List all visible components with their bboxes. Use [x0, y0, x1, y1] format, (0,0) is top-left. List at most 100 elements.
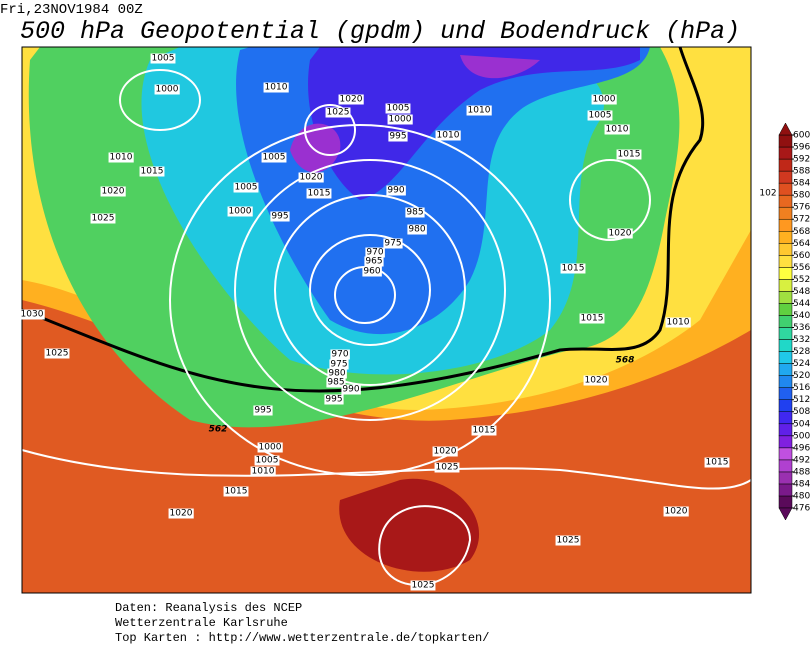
- colorbar-tick-label: 556: [793, 263, 810, 273]
- label-box: [90, 213, 116, 224]
- colorbar-tick-label: 492: [793, 455, 810, 465]
- contour-label: 1005: [256, 456, 279, 466]
- colorbar-tick-label: 548: [793, 287, 810, 297]
- contour-label: 1005: [387, 104, 410, 114]
- contour-label: 562: [209, 425, 228, 435]
- colorbar-band: [778, 146, 793, 160]
- contour-label: 1010: [437, 131, 460, 141]
- contour-label: 1005: [589, 111, 612, 121]
- colorbar-band: [778, 399, 793, 412]
- contour-label: 102: [759, 189, 776, 199]
- contour-label: 1005: [152, 54, 175, 64]
- isobar: [569, 159, 651, 241]
- colorbar-tick-label: 528: [793, 347, 810, 357]
- contour-label: 1010: [468, 106, 491, 116]
- colorbar-arrow: [778, 122, 793, 136]
- label-box: [362, 266, 382, 277]
- contour-label: 975: [384, 239, 401, 249]
- contour-label: 1025: [436, 463, 459, 473]
- label-box: [410, 580, 436, 591]
- isobar: [21, 449, 752, 490]
- label-box: [587, 110, 613, 121]
- label-box: [150, 53, 176, 64]
- colorbar-tick-label: 580: [793, 191, 810, 201]
- contour-label: 995: [271, 212, 288, 222]
- footer-line: Wetterzentrale Karlsruhe: [115, 616, 288, 630]
- contour-label: 1000: [593, 95, 616, 105]
- colorbar-tick-label: 572: [793, 215, 810, 225]
- label-box: [607, 228, 633, 239]
- contour-label: 965: [365, 257, 382, 267]
- isobar: [304, 104, 356, 156]
- label-box: [254, 455, 280, 466]
- label-box: [139, 166, 165, 177]
- isobar: [169, 124, 551, 476]
- purple-core: [460, 55, 540, 79]
- colorbar-band: [778, 158, 793, 172]
- contour-label: 970: [331, 350, 348, 360]
- contour-label: 1020: [170, 509, 193, 519]
- colorbar-tick-label: 504: [793, 419, 810, 429]
- label-box: [388, 131, 408, 142]
- footer-line: Daten: Reanalysis des NCEP: [115, 601, 302, 615]
- contour-label: 1020: [102, 187, 125, 197]
- label-box: [434, 462, 460, 473]
- contour-label: 1010: [667, 318, 690, 328]
- label-box: [704, 457, 730, 468]
- map: [21, 46, 752, 594]
- label-box: [257, 442, 283, 453]
- colorbar-band: [778, 303, 793, 316]
- label-box: [325, 107, 351, 118]
- colorbar-tick-label: 596: [793, 143, 810, 153]
- label-box: [387, 114, 413, 125]
- colorbar-band: [778, 327, 793, 340]
- contour-label: 1000: [229, 207, 252, 217]
- colorbar-tick-label: 576: [793, 203, 810, 213]
- contour-label: 975: [330, 360, 347, 370]
- label-box: [591, 94, 617, 105]
- colorbar-band: [778, 435, 793, 449]
- label-box: [19, 309, 45, 320]
- contour-label: 1000: [389, 115, 412, 125]
- datetime: Fri,23NOV1984 00Z: [0, 2, 143, 18]
- label-box: [758, 188, 778, 199]
- label-box: [298, 172, 324, 183]
- contour-label: 1005: [235, 183, 258, 193]
- map-frame: [21, 46, 752, 594]
- colorbar-tick-label: 520: [793, 371, 810, 381]
- title: 500 hPa Geopotential (gpdm) und Bodendru…: [20, 17, 740, 46]
- colorbar-tick-label: 536: [793, 323, 810, 333]
- colorbar-band: [778, 351, 793, 364]
- contour-label: 990: [342, 385, 359, 395]
- label-box: [261, 152, 287, 163]
- purple-core: [290, 123, 341, 173]
- colorbar-band: [778, 218, 793, 232]
- label-box: [250, 466, 276, 477]
- label-box: [385, 103, 411, 114]
- label-box: [386, 185, 406, 196]
- contour-label: 960: [363, 267, 380, 277]
- label-box: [435, 130, 461, 141]
- colorbar-tick-label: 544: [793, 299, 810, 309]
- colorbar-band: [778, 206, 793, 220]
- colorbar-band: [778, 315, 793, 328]
- contour-label: 980: [328, 369, 345, 379]
- contour-552: [21, 46, 705, 393]
- label-box: [263, 82, 289, 93]
- label-box: [665, 317, 691, 328]
- contour-label: 985: [327, 378, 344, 388]
- contour-label: 995: [254, 406, 271, 416]
- label-box: [555, 535, 581, 546]
- colorbar-tick-label: 588: [793, 167, 810, 177]
- contour-label: 1030: [21, 310, 44, 320]
- contour-label: 1010: [110, 153, 133, 163]
- colorbar-band: [778, 255, 793, 268]
- label-box: [324, 394, 344, 405]
- colorbar-band: [778, 194, 793, 208]
- colorbar-band: [778, 387, 793, 400]
- contour-label: 1020: [665, 507, 688, 517]
- colorbar-band: [778, 375, 793, 388]
- footer-line: Top Karten : http://www.wetterzentrale.d…: [115, 631, 489, 645]
